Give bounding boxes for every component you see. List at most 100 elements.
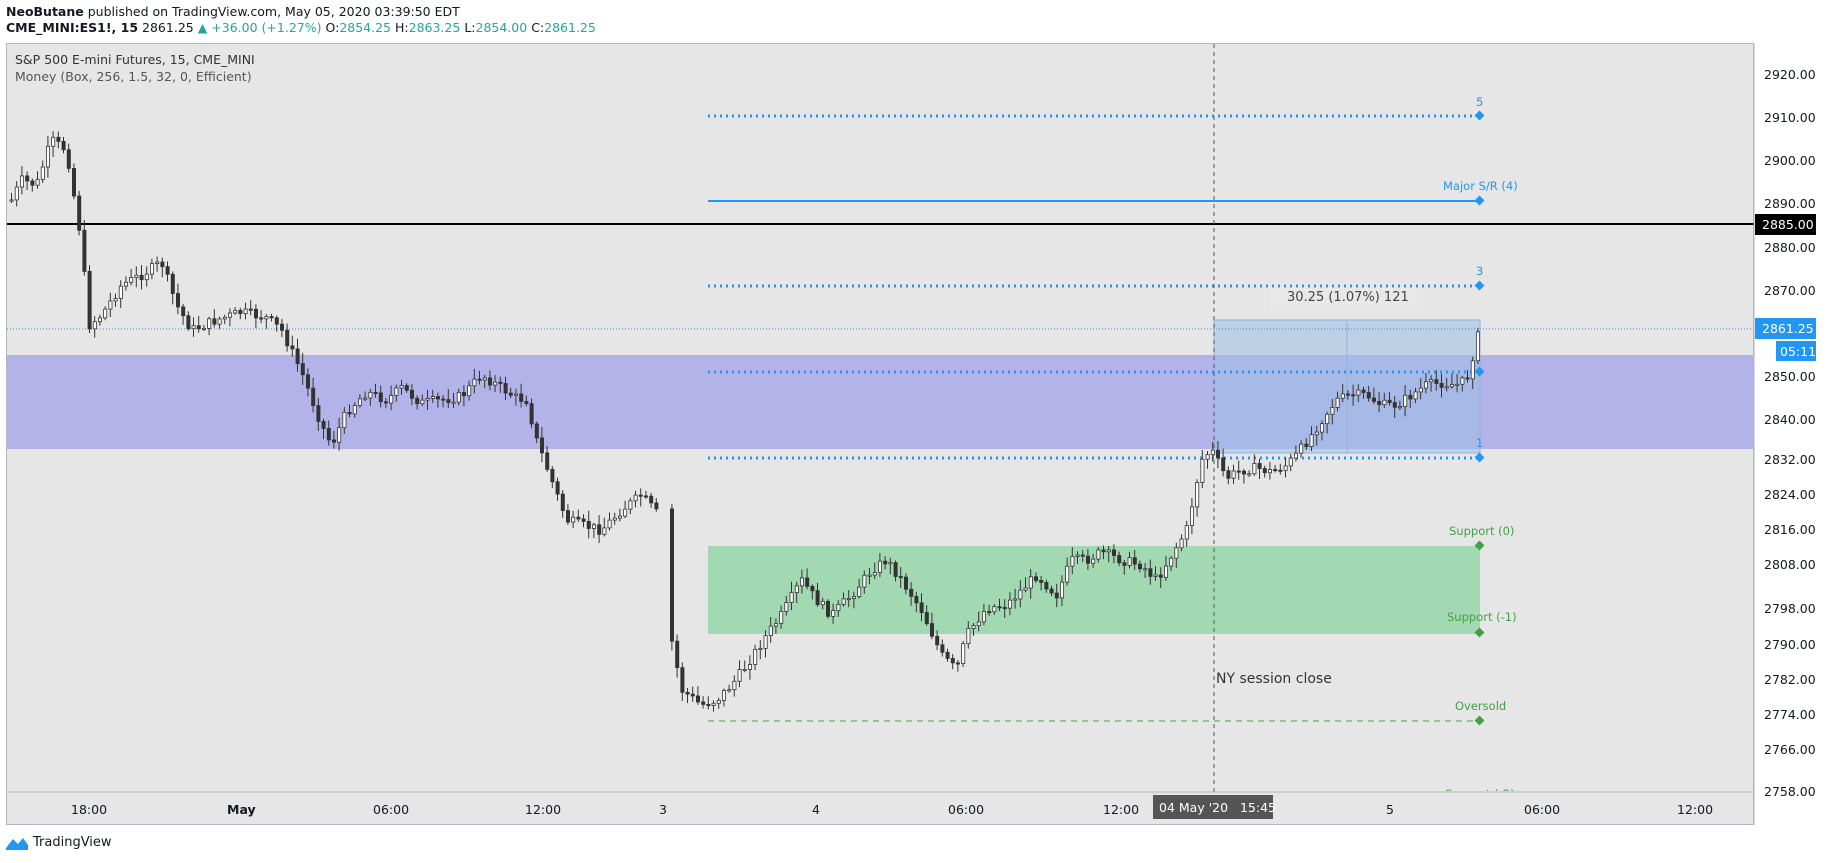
candle-body	[794, 585, 799, 593]
candle-body	[555, 481, 560, 495]
candle-body	[690, 693, 695, 697]
candle-body	[274, 317, 279, 325]
current-price-tag-text: 2861.25	[1762, 321, 1814, 336]
candle-body	[1387, 399, 1392, 403]
candle-body	[779, 611, 784, 624]
price-tick: 2782.00	[1764, 672, 1816, 687]
candle-body	[40, 166, 45, 180]
candle-body	[810, 586, 815, 592]
symbol-label: CME_MINI:ES1!, 15	[6, 20, 139, 35]
candle-body	[940, 644, 945, 653]
candle-body	[508, 392, 513, 396]
candle-body	[1080, 554, 1085, 557]
candle-body	[1242, 470, 1247, 475]
candle-body	[633, 494, 638, 502]
candle-body	[1418, 387, 1423, 393]
candle-body	[118, 285, 123, 299]
candle-body	[46, 145, 51, 168]
candle-body	[1221, 457, 1226, 472]
ohlc-bar: CME_MINI:ES1!, 15 2861.25 ▲ +36.00 (+1.2…	[6, 20, 596, 35]
price-tick: 2758.00	[1764, 784, 1816, 799]
time-axis[interactable]: 18:00 May 06:00 12:00 3 4 06:00 12:00 5 …	[71, 802, 1713, 817]
candle-body	[201, 327, 206, 330]
price-axis[interactable]: 2920.00 2910.00 2900.00 2890.00 2880.00 …	[1764, 67, 1816, 799]
candle-body	[1299, 443, 1304, 454]
candle-body	[212, 318, 217, 325]
candle-body	[1028, 576, 1033, 589]
candle-body	[701, 701, 706, 705]
candle-body	[1138, 563, 1143, 570]
candle-body	[763, 635, 768, 649]
support-m1-label: Support (-1)	[1447, 610, 1517, 624]
candle-body	[1450, 384, 1455, 388]
candle-body	[435, 396, 440, 400]
candle-body	[831, 610, 836, 617]
published-text: published on TradingView.com, May 05, 20…	[87, 4, 460, 19]
candle-body	[363, 397, 368, 400]
candle-body	[1013, 598, 1018, 601]
candle-body	[1309, 434, 1314, 447]
candle-body	[930, 623, 935, 637]
candle-body	[92, 321, 97, 330]
footer-brand[interactable]: TradingView	[6, 835, 112, 850]
candle-body	[1356, 389, 1361, 396]
candle-body	[326, 428, 331, 441]
candle-body	[597, 524, 602, 535]
publish-info: NeoButane published on TradingView.com, …	[6, 4, 460, 19]
candle-body	[139, 274, 144, 281]
candle-body	[305, 374, 310, 389]
change-value: ▲ +36.00 (+1.27%)	[197, 20, 322, 35]
author-name[interactable]: NeoButane	[6, 4, 84, 19]
time-tick: 4	[812, 802, 820, 817]
candle-body	[644, 495, 649, 498]
price-tick: 2824.00	[1764, 487, 1816, 502]
candle-body	[768, 625, 773, 637]
candle-body	[1247, 473, 1252, 476]
candle-body	[498, 381, 503, 384]
time-tick: 3	[659, 802, 667, 817]
candle-body	[737, 669, 742, 682]
candle-body	[685, 691, 690, 695]
candle-body	[909, 588, 914, 597]
candle-body	[227, 312, 232, 318]
candle-body	[1330, 406, 1335, 415]
candle-body	[1403, 394, 1408, 407]
candle-body	[129, 277, 134, 283]
candle-body	[1101, 549, 1106, 553]
candle-body	[607, 519, 612, 529]
candle-body	[1252, 463, 1257, 475]
candle-body	[404, 385, 409, 391]
candle-body	[898, 576, 903, 579]
candle-body	[1262, 468, 1267, 474]
level-3-label: 3	[1476, 264, 1483, 278]
candle-body	[243, 308, 248, 315]
candle-body	[888, 562, 893, 565]
candle-body	[144, 273, 149, 281]
candle-body	[316, 405, 321, 422]
candle-body	[846, 598, 851, 601]
candle-body	[904, 576, 909, 590]
high-value: 2863.25	[408, 20, 461, 35]
candle-body	[514, 393, 519, 396]
candle-body	[409, 389, 414, 399]
candle-body	[77, 195, 82, 231]
candle-body	[1174, 547, 1179, 559]
candle-body	[571, 516, 576, 523]
candle-body	[1039, 580, 1044, 583]
candle-body	[950, 658, 955, 664]
low-value: 2854.00	[475, 20, 528, 35]
candle-body	[753, 648, 758, 665]
candle-body	[576, 516, 581, 520]
candle-body	[331, 439, 336, 443]
candle-body	[477, 378, 482, 381]
candle-body	[493, 381, 498, 386]
candle-body	[399, 385, 404, 389]
candle-body	[758, 647, 763, 650]
candle-body	[1444, 386, 1449, 389]
price-tick: 2808.00	[1764, 557, 1816, 572]
candle-body	[1034, 576, 1039, 581]
candle-body	[1002, 607, 1007, 610]
candle-body	[529, 403, 534, 425]
candle-body	[961, 643, 966, 664]
